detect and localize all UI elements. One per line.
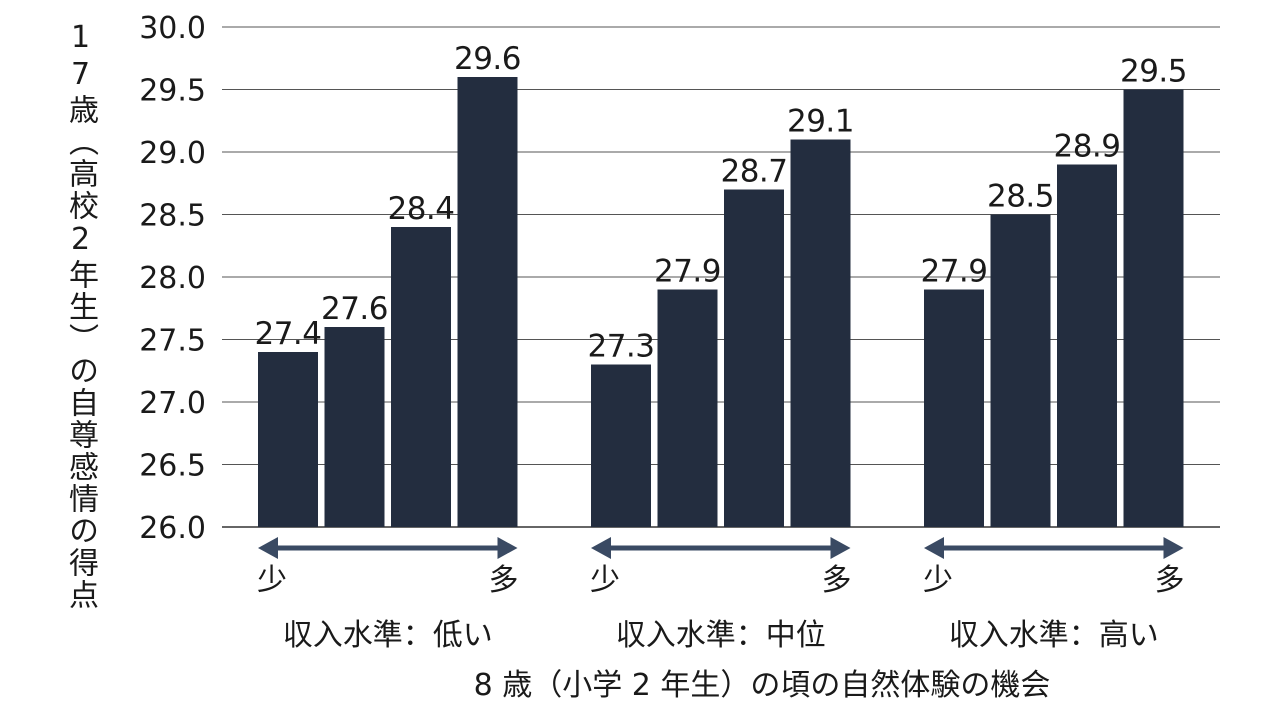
arrow-head-right xyxy=(830,537,851,559)
axis-low-label: 少 xyxy=(923,563,953,598)
y-axis-title: 17歳（高校2年生）の自尊感情の得点 xyxy=(63,20,98,611)
data-label: 29.1 xyxy=(787,104,854,140)
group-label: 収入水準：中位 xyxy=(616,618,826,653)
y-tick-label: 26.5 xyxy=(139,449,206,484)
axis-high-label: 多 xyxy=(489,563,519,598)
bar xyxy=(790,139,851,527)
y-tick-label: 26.0 xyxy=(139,511,206,546)
data-label: 28.4 xyxy=(387,191,454,227)
y-tick-label: 29.0 xyxy=(139,136,206,171)
arrow-head-left xyxy=(258,537,278,559)
arrow-head-right xyxy=(1163,537,1184,559)
arrow-head-left xyxy=(591,537,611,559)
y-axis-title-container: 17歳（高校2年生）の自尊感情の得点 xyxy=(58,20,102,620)
bar xyxy=(990,214,1051,527)
bar xyxy=(258,352,318,527)
y-tick-label: 30.0 xyxy=(139,11,206,46)
bar xyxy=(724,189,784,527)
arrow-head-right xyxy=(497,537,518,559)
axis-low-label: 少 xyxy=(590,563,620,598)
data-label: 27.9 xyxy=(654,254,721,290)
bar xyxy=(657,289,718,527)
data-label: 28.7 xyxy=(720,154,787,190)
data-label: 29.6 xyxy=(454,41,521,77)
axis-low-label: 少 xyxy=(257,563,287,598)
data-label: 29.5 xyxy=(1120,54,1187,90)
bar xyxy=(591,364,651,527)
bar xyxy=(1123,89,1184,527)
y-tick-label: 28.0 xyxy=(139,261,206,296)
bar xyxy=(391,227,451,527)
bar xyxy=(457,77,518,527)
group-label: 収入水準：低い xyxy=(283,618,493,653)
y-tick-label: 28.5 xyxy=(139,199,206,234)
y-tick-label: 29.5 xyxy=(139,74,206,109)
data-label: 27.9 xyxy=(920,254,987,290)
group-label: 収入水準：高い xyxy=(949,618,1159,653)
data-label: 28.5 xyxy=(987,179,1054,215)
axis-high-label: 多 xyxy=(822,563,852,598)
bar xyxy=(324,327,385,527)
bar xyxy=(1057,164,1117,527)
data-label: 27.6 xyxy=(321,291,388,327)
bar xyxy=(924,289,984,527)
data-label: 28.9 xyxy=(1053,129,1120,165)
arrow-head-left xyxy=(924,537,944,559)
x-axis-title: 8 歳（小学 2 年生）の頃の自然体験の機会 xyxy=(474,668,1051,703)
data-label: 27.3 xyxy=(587,329,654,365)
axis-high-label: 多 xyxy=(1155,563,1185,598)
y-tick-label: 27.0 xyxy=(139,386,206,421)
data-label: 27.4 xyxy=(254,316,321,352)
y-tick-label: 27.5 xyxy=(139,324,206,359)
